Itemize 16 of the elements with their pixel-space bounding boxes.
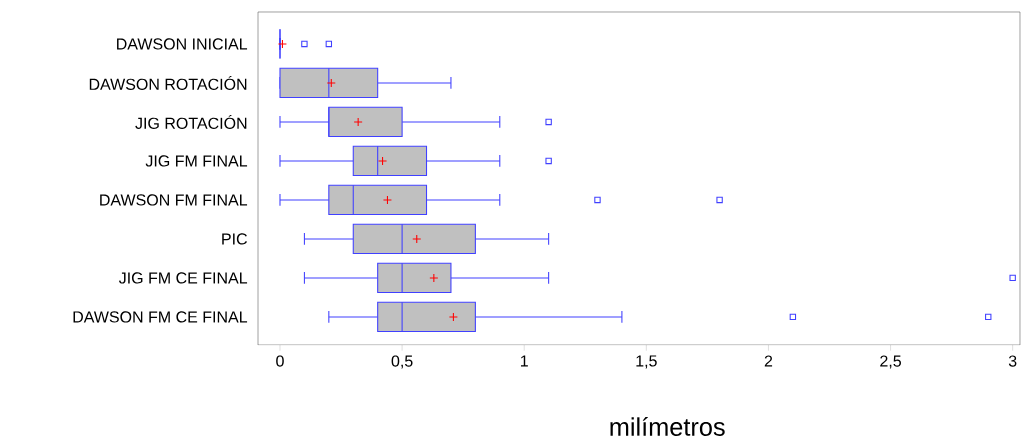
x-tick-label: 1	[520, 355, 528, 367]
y-tick-label: PIC	[222, 233, 247, 245]
x-tick-label: 0,5	[391, 355, 413, 369]
y-tick-label: JIG FM CE FINAL	[118, 272, 248, 284]
x-tick-label: 2,5	[880, 355, 901, 369]
y-tick-label: JIG ROTACIÓN	[135, 114, 247, 129]
x-tick-label: 1,5	[636, 355, 657, 369]
y-tick-label: DAWSON FM FINAL	[100, 194, 248, 206]
y-tick-label: DAWSON ROTACIÓN	[89, 75, 247, 90]
x-tick-label: 2	[764, 355, 773, 367]
y-tick-label: DAWSON FM CE FINAL	[73, 311, 248, 323]
y-tick-label: DAWSON INICIAL	[117, 38, 248, 50]
y-tick-label: JIG FM FINAL	[145, 155, 248, 167]
x-tick-label: 0	[276, 355, 284, 367]
x-axis-title: milímetros	[610, 417, 725, 436]
x-tick-label: 3	[1008, 355, 1017, 367]
